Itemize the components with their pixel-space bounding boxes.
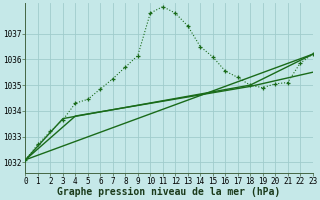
X-axis label: Graphe pression niveau de la mer (hPa): Graphe pression niveau de la mer (hPa) bbox=[57, 187, 281, 197]
